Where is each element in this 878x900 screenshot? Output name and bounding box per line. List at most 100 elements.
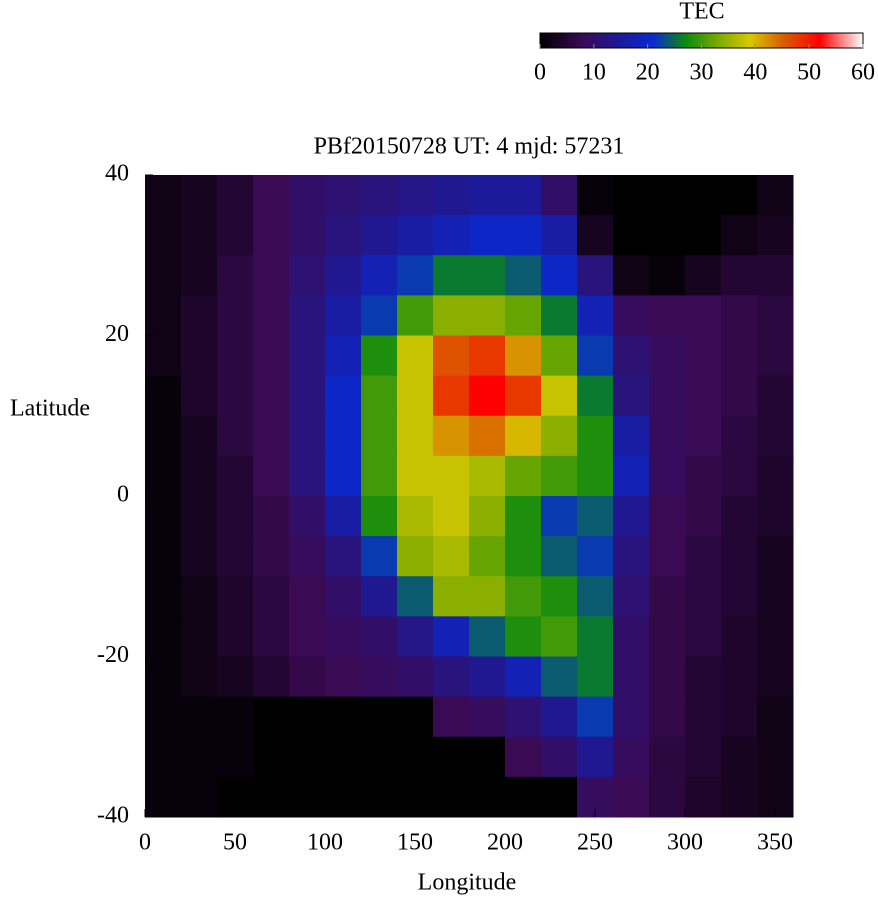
heatmap-cell xyxy=(721,215,758,256)
heatmap-cell xyxy=(433,455,470,497)
heatmap-cell xyxy=(181,295,218,336)
heatmap-cell xyxy=(469,175,506,216)
heatmap-cell xyxy=(145,616,182,657)
heatmap-cell xyxy=(289,656,326,698)
heatmap-cell xyxy=(613,375,650,417)
heatmap-cell xyxy=(577,175,614,216)
heatmap-cell xyxy=(325,536,362,577)
heatmap-cell xyxy=(325,776,362,818)
heatmap-cell xyxy=(577,736,614,778)
heatmap-cell xyxy=(361,576,398,617)
heatmap-cell xyxy=(217,255,254,296)
heatmap-cell xyxy=(253,255,290,296)
heatmap-cell xyxy=(217,496,254,537)
heatmap-cell xyxy=(541,175,578,216)
heatmap-cell xyxy=(541,776,578,818)
heatmap-cell xyxy=(361,496,398,537)
heatmap-cell xyxy=(181,175,218,216)
heatmap-cell xyxy=(433,215,470,256)
heatmap-cell xyxy=(649,255,686,296)
heatmap-cell xyxy=(325,415,362,457)
heatmap-cell xyxy=(433,375,470,417)
heatmap-cell xyxy=(433,696,470,738)
heatmap-cell xyxy=(613,455,650,497)
heatmap-cell xyxy=(217,215,254,256)
heatmap-cell xyxy=(613,616,650,657)
heatmap-cell xyxy=(757,215,794,256)
heatmap-cell xyxy=(541,455,578,497)
heatmap-cell xyxy=(181,455,218,497)
heatmap-cell xyxy=(613,656,650,698)
heatmap-cell xyxy=(469,656,506,698)
heatmap-cell xyxy=(649,656,686,698)
heatmap-cell xyxy=(577,696,614,738)
heatmap-cell xyxy=(181,736,218,778)
heatmap-cell xyxy=(253,696,290,738)
heatmap-cell xyxy=(253,576,290,617)
heatmap-cell xyxy=(613,496,650,537)
heatmap-cell xyxy=(721,776,758,818)
heatmap-cell xyxy=(685,215,722,256)
heatmap-cell xyxy=(181,776,218,818)
heatmap-cell xyxy=(577,455,614,497)
heatmap-cell xyxy=(325,656,362,698)
x-tick-label: 100 xyxy=(307,830,343,856)
heatmap-cell xyxy=(145,175,182,216)
heatmap-cell xyxy=(541,215,578,256)
heatmap-cell xyxy=(721,736,758,778)
heatmap-cell xyxy=(433,616,470,657)
heatmap-cell xyxy=(613,335,650,377)
heatmap-cell xyxy=(145,375,182,417)
heatmap-cell xyxy=(325,295,362,336)
heatmap-cell xyxy=(649,696,686,738)
heatmap-cell xyxy=(469,576,506,617)
heatmap-cell xyxy=(649,415,686,457)
heatmap-cell xyxy=(217,536,254,577)
heatmap-cell xyxy=(325,175,362,216)
heatmap-cell xyxy=(577,255,614,296)
heatmap-cell xyxy=(505,455,542,497)
heatmap-cell xyxy=(685,696,722,738)
heatmap-cell xyxy=(145,255,182,296)
heatmap-cell xyxy=(397,616,434,657)
heatmap-cell xyxy=(217,576,254,617)
heatmap-cell xyxy=(505,496,542,537)
heatmap-cell xyxy=(613,295,650,336)
heatmap-cell xyxy=(505,776,542,818)
heatmap-cell xyxy=(145,496,182,537)
heatmap-cell xyxy=(757,375,794,417)
heatmap-cell xyxy=(361,455,398,497)
heatmap-cell xyxy=(289,255,326,296)
heatmap-cell xyxy=(577,656,614,698)
heatmap-cell xyxy=(397,175,434,216)
heatmap-cell xyxy=(325,255,362,296)
heatmap-cell xyxy=(397,255,434,296)
heatmap-cell xyxy=(217,455,254,497)
heatmap-cell xyxy=(685,576,722,617)
heatmap-cell xyxy=(181,656,218,698)
heatmap-cell xyxy=(721,696,758,738)
heatmap-cell xyxy=(613,215,650,256)
heatmap-cell xyxy=(469,616,506,657)
heatmap-cell xyxy=(685,776,722,818)
y-axis-label: Latitude xyxy=(10,396,90,422)
heatmap-cell xyxy=(721,496,758,537)
heatmap-cell xyxy=(289,415,326,457)
heatmap-cell xyxy=(505,215,542,256)
heatmap-cell xyxy=(541,415,578,457)
heatmap-cell xyxy=(649,496,686,537)
heatmap-cell xyxy=(721,175,758,216)
heatmap-cell xyxy=(757,455,794,497)
heatmap-cell xyxy=(757,255,794,296)
heatmap-cell xyxy=(757,496,794,537)
heatmap-cell xyxy=(361,415,398,457)
heatmap-cell xyxy=(577,496,614,537)
heatmap-cell xyxy=(685,455,722,497)
heatmap-cell xyxy=(685,335,722,377)
heatmap-cell xyxy=(649,616,686,657)
heatmap-cell xyxy=(289,696,326,738)
heatmap-cell xyxy=(757,295,794,336)
heatmap-cell xyxy=(217,616,254,657)
heatmap-cell xyxy=(685,295,722,336)
